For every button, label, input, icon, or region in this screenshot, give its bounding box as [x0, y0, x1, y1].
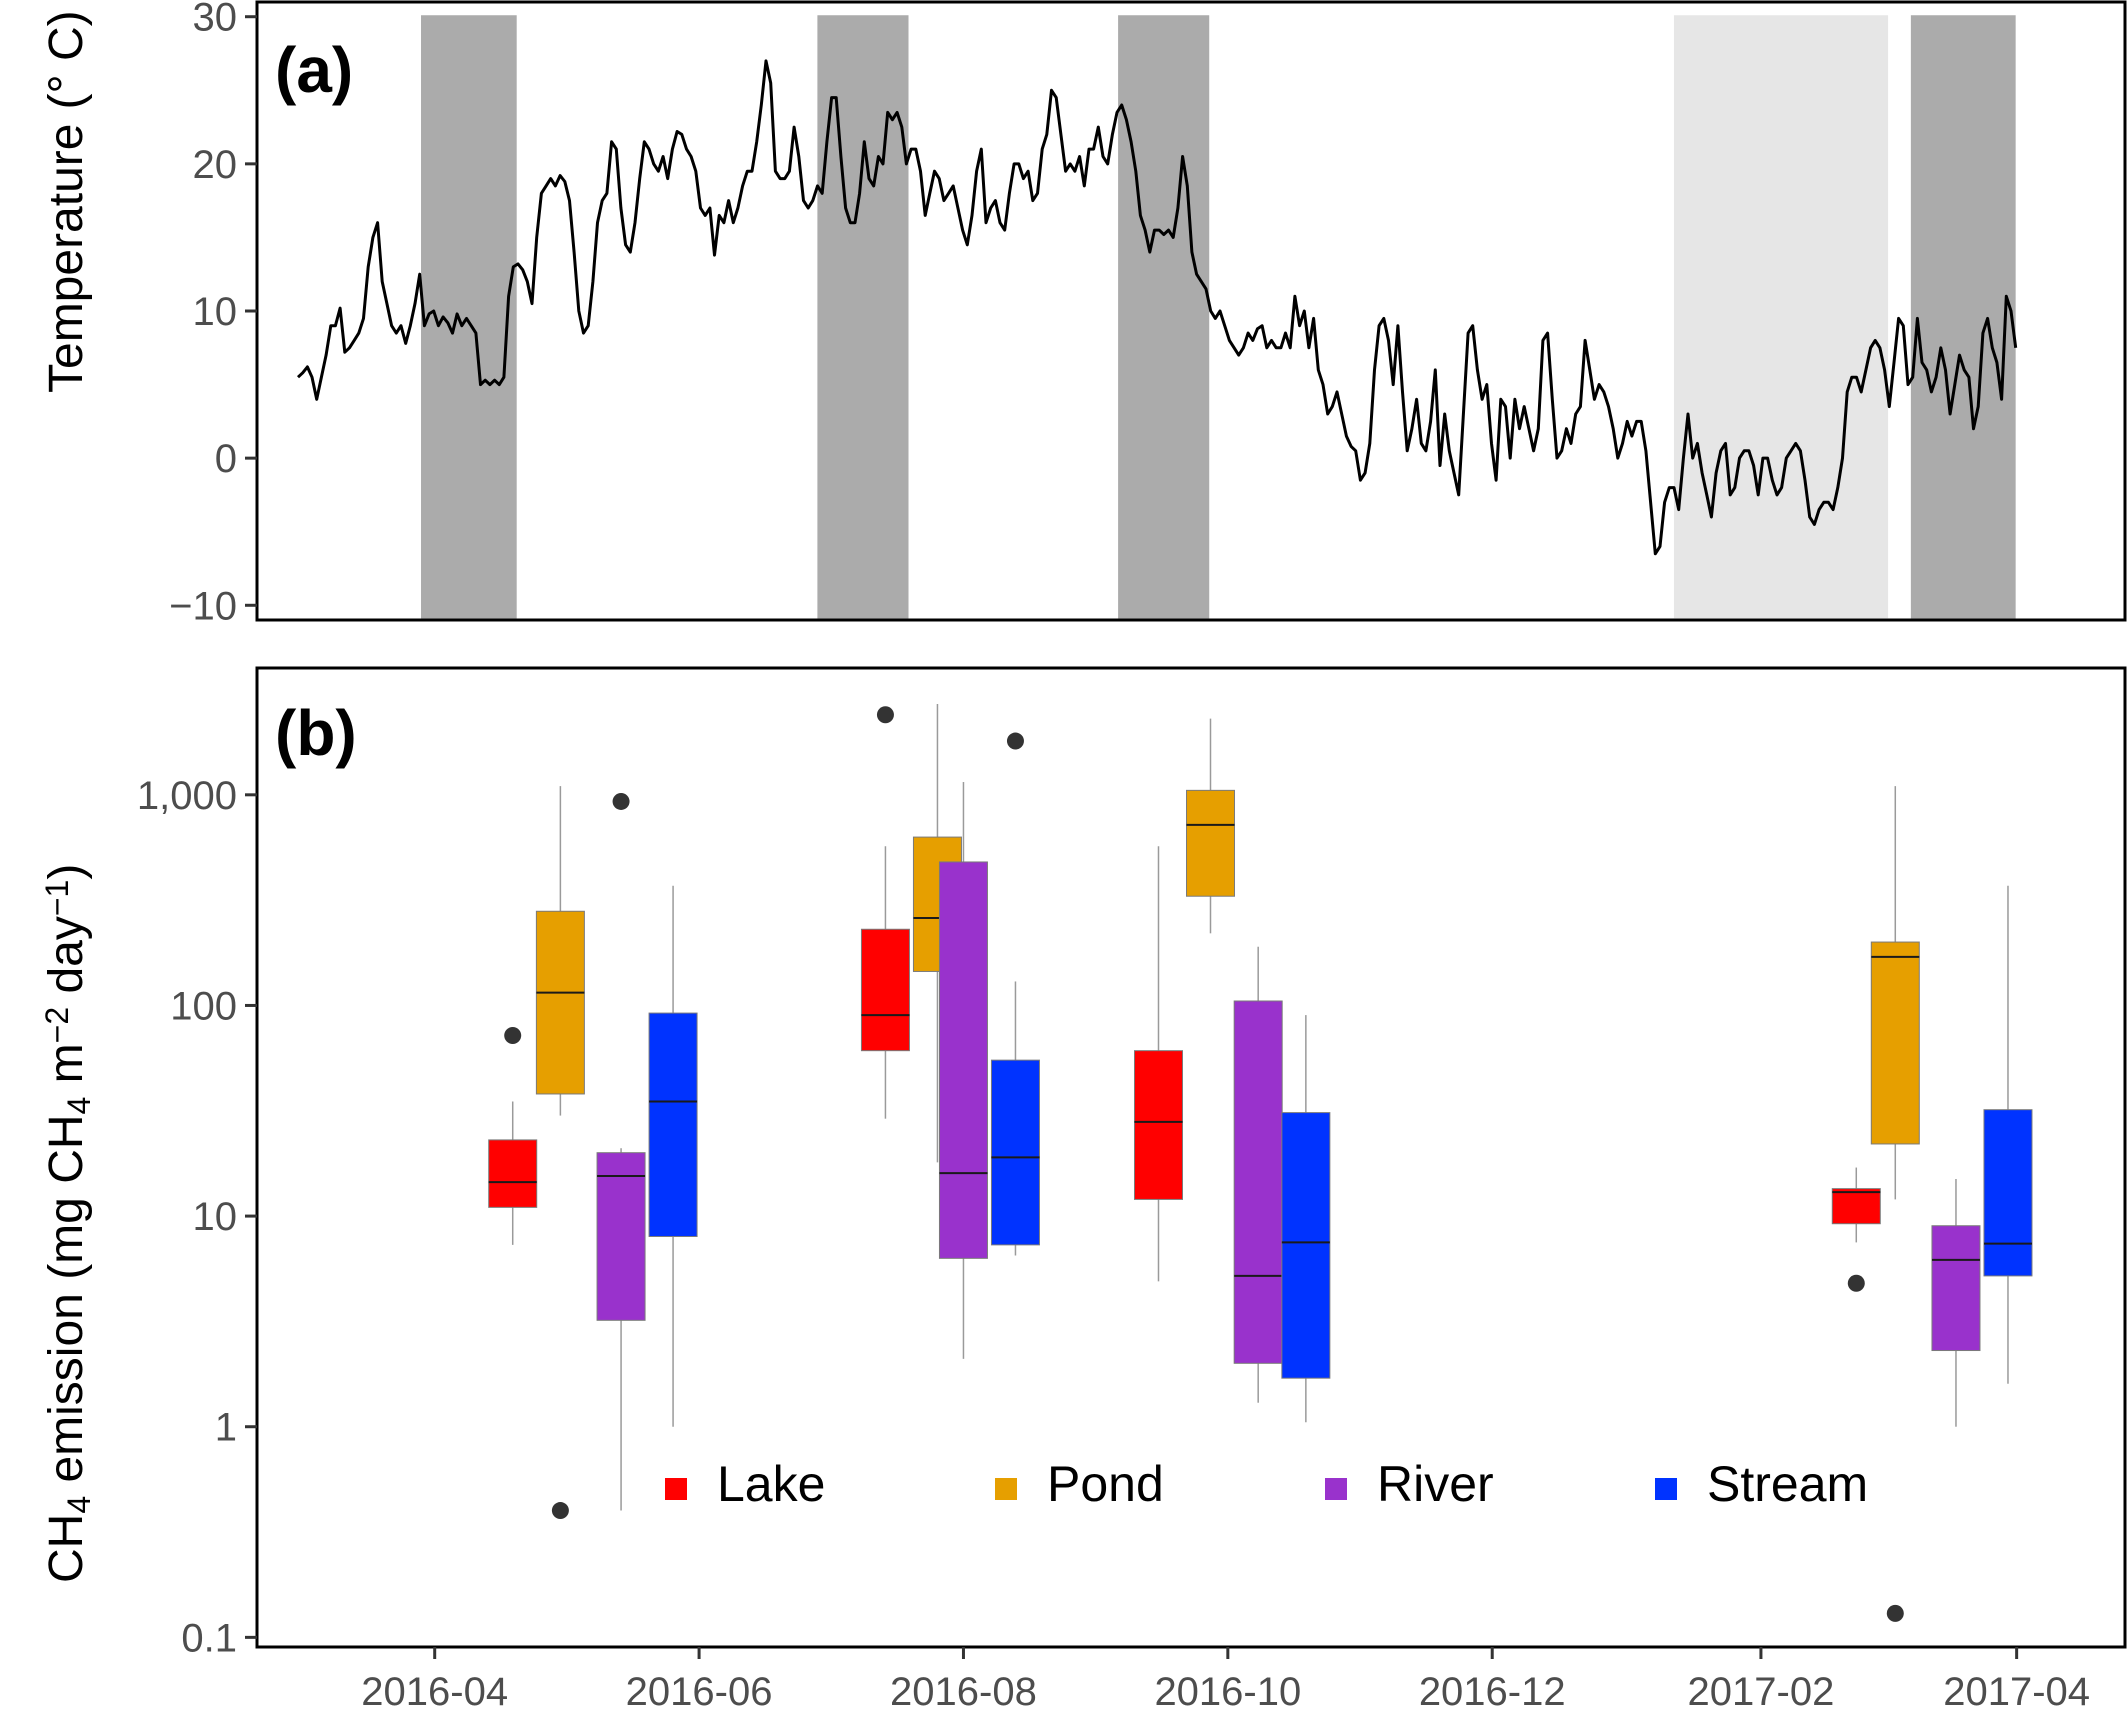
- box-body: [860, 928, 910, 1052]
- emission-y-tick-label: 100: [170, 984, 237, 1028]
- box-river: [1931, 1178, 1981, 1427]
- temperature-y-axis-title: Temperature (° C): [40, 10, 93, 393]
- temperature-y-tick-label: 30: [193, 0, 238, 40]
- box-body: [596, 1152, 646, 1321]
- legend-swatch: [1325, 1478, 1347, 1500]
- emission-x-tick-label: 2016-06: [626, 1670, 773, 1710]
- shaded-period: [1673, 15, 1889, 619]
- emission-y-tick-label: 1: [215, 1406, 237, 1450]
- emission-x-tick-label: 2017-04: [1943, 1670, 2090, 1710]
- box-body: [1186, 789, 1236, 897]
- temperature-y-tick-label: 10: [193, 290, 238, 334]
- temperature-y-tick-label: 0: [215, 437, 237, 481]
- legend-item-river: River: [1325, 1456, 1494, 1512]
- y-title-text: emission (mg CH: [40, 1114, 93, 1495]
- y-title-text: m: [40, 1043, 93, 1096]
- box-lake: [860, 706, 910, 1119]
- box-lake: [1133, 846, 1183, 1282]
- emission-y-tick-label: 10: [193, 1195, 238, 1239]
- box-body: [1831, 1188, 1881, 1225]
- legend-label: River: [1377, 1456, 1494, 1512]
- emission-y-ticks: 0.1 1 10 100 1,000: [137, 774, 257, 1660]
- legend-swatch: [1655, 1478, 1677, 1500]
- box-lake: [488, 1027, 538, 1245]
- legend-label: Lake: [717, 1456, 825, 1512]
- temperature-line: [296, 59, 2018, 556]
- temperature-y-tick-label: 20: [193, 143, 238, 187]
- y-title-text: CH: [40, 1514, 93, 1583]
- temperature-y-title-unit: (° C): [40, 10, 93, 109]
- box-stream: [990, 732, 1040, 1256]
- legend-label: Stream: [1707, 1456, 1868, 1512]
- temperature-y-title-main: Temperature: [40, 124, 93, 393]
- emission-y-axis-title: CH4 emission (mg CH4 m−2 day−1): [39, 864, 97, 1583]
- box-stream: [648, 885, 698, 1427]
- emission-x-tick-label: 2016-10: [1154, 1670, 1301, 1710]
- box-outlier: [876, 706, 894, 724]
- emission-y-tick-label: 0.1: [181, 1616, 237, 1660]
- box-stream: [1281, 1015, 1331, 1423]
- box-pond: [1186, 718, 1236, 934]
- temperature-panel: −10 0 10 20 30 (a) Temperature (° C): [40, 0, 2127, 628]
- box-river: [1233, 946, 1283, 1403]
- box-pond: [535, 786, 585, 1520]
- box-lake: [1831, 1167, 1881, 1292]
- box-outlier: [1006, 732, 1024, 750]
- box-body: [990, 1059, 1040, 1246]
- legend-swatch: [995, 1478, 1017, 1500]
- shaded-period: [1910, 15, 2016, 619]
- box-river: [596, 792, 646, 1511]
- box-body: [1931, 1225, 1981, 1352]
- emission-x-tick-label: 2016-04: [361, 1670, 508, 1710]
- legend-item-lake: Lake: [665, 1456, 825, 1512]
- y-title-subscript: 4: [61, 1097, 97, 1115]
- emission-x-tick-label: 2016-08: [890, 1670, 1037, 1710]
- box-body: [1281, 1112, 1331, 1379]
- legend-item-pond: Pond: [995, 1456, 1164, 1512]
- panel-b-label: (b): [275, 697, 357, 769]
- box-body: [535, 910, 585, 1095]
- box-outlier: [1886, 1604, 1904, 1622]
- legend: Lake Pond River Stream: [665, 1456, 1868, 1512]
- emission-x-tick-label: 2016-12: [1419, 1670, 1566, 1710]
- panel-a-label: (a): [275, 34, 353, 106]
- box-body: [1983, 1109, 2033, 1277]
- box-stream: [1983, 885, 2033, 1384]
- emission-y-tick-label: 1,000: [137, 774, 237, 818]
- box-body: [1133, 1050, 1183, 1200]
- temperature-y-tick-label: −10: [169, 584, 237, 628]
- box-outlier: [504, 1027, 522, 1045]
- legend-swatch: [665, 1478, 687, 1500]
- emission-x-ticks: 2016-04 2016-06 2016-08 2016-10 2016-12 2017-…: [361, 1647, 2090, 1710]
- legend-item-stream: Stream: [1655, 1456, 1868, 1512]
- y-title-text: day: [40, 916, 93, 1007]
- box-body: [1233, 1000, 1283, 1364]
- box-outlier: [1847, 1274, 1865, 1292]
- box-outlier: [612, 792, 630, 810]
- box-body: [1870, 941, 1920, 1145]
- emission-x-tick-label: 2017-02: [1688, 1670, 1835, 1710]
- legend-label: Pond: [1047, 1456, 1164, 1512]
- box-body: [488, 1139, 538, 1208]
- y-title-superscript: −2: [39, 1007, 75, 1043]
- emission-plot-frame: [255, 666, 2127, 1649]
- box-body: [648, 1012, 698, 1238]
- shaded-periods: [421, 15, 2016, 619]
- box-plots: [488, 703, 2033, 1622]
- box-outlier: [551, 1502, 569, 1520]
- y-title-superscript: −1: [39, 880, 75, 916]
- box-body: [938, 861, 988, 1259]
- box-river: [938, 782, 988, 1359]
- y-title-text: ): [40, 864, 93, 880]
- y-title-subscript: 4: [61, 1496, 97, 1514]
- box-pond: [1870, 786, 1920, 1622]
- temperature-y-ticks: −10 0 10 20 30: [169, 0, 257, 628]
- shaded-period: [1118, 15, 1210, 619]
